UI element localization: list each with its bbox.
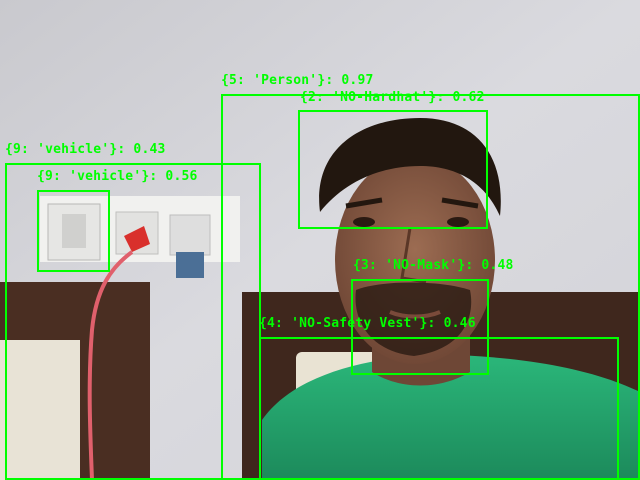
detection-label-no-mask: {3: 'NO-Mask'}: 0.48 xyxy=(353,258,514,273)
eyebrow-right xyxy=(441,197,479,209)
blue-plug xyxy=(176,252,204,278)
detection-label-vehicle-2: {9: 'vehicle'}: 0.56 xyxy=(37,169,198,184)
shirt xyxy=(262,354,640,480)
switch-panel-right xyxy=(169,214,211,256)
detection-label-person: {5: 'Person'}: 0.97 xyxy=(221,73,374,88)
eyebrow-left xyxy=(345,197,383,209)
pillow-left xyxy=(0,340,80,480)
red-plug xyxy=(124,226,150,252)
eye-right xyxy=(447,217,469,227)
socket-holes xyxy=(62,214,86,248)
detection-label-no-safety-vest: {4: 'NO-Safety Vest'}: 0.46 xyxy=(259,316,476,331)
detection-label-vehicle-1: {9: 'vehicle'}: 0.43 xyxy=(5,142,166,157)
eye-left xyxy=(353,217,375,227)
detection-label-no-hardhat: {2: 'NO-Hardhat'}: 0.62 xyxy=(300,90,485,105)
red-cable xyxy=(87,250,134,480)
hair xyxy=(319,118,501,216)
mouth xyxy=(389,310,441,319)
